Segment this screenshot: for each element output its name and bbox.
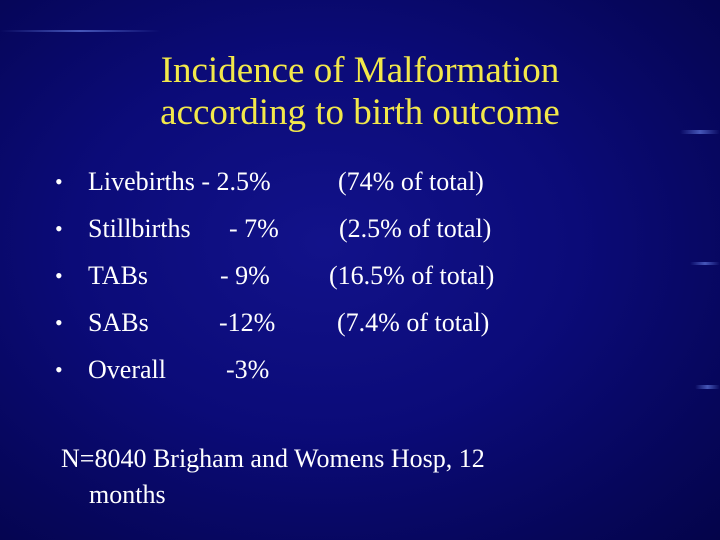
share-of-total: (7.4% of total)	[337, 308, 490, 337]
list-item: • TABs - 9% (16.5% of total)	[55, 258, 675, 305]
decorative-streak	[680, 130, 720, 134]
bullet-icon: •	[55, 263, 63, 288]
list-item: • Livebirths - 2.5% (74% of total)	[55, 164, 675, 211]
bullet-icon: •	[55, 357, 63, 382]
footnote: N=8040 Brigham and Womens Hosp, 12 month…	[61, 441, 641, 513]
bullet-icon: •	[55, 310, 63, 335]
outcome-label: Overall	[88, 355, 166, 384]
decorative-streak	[695, 385, 720, 389]
share-of-total: (16.5% of total)	[329, 261, 495, 290]
footnote-line-2: months	[89, 480, 166, 509]
bullet-icon: •	[55, 169, 63, 194]
malformation-rate: - 7%	[229, 214, 279, 243]
malformation-rate: -12%	[219, 308, 276, 337]
list-item: • SABs -12% (7.4% of total)	[55, 305, 675, 352]
list-item: • Overall -3%	[55, 352, 675, 399]
outcome-label: SABs	[88, 308, 149, 337]
malformation-rate: - 9%	[220, 261, 270, 290]
title-line-2: according to birth outcome	[160, 92, 560, 133]
decorative-streak	[690, 262, 720, 265]
decorative-streak	[0, 30, 160, 32]
bullet-list: • Livebirths - 2.5% (74% of total) • Sti…	[55, 164, 675, 399]
outcome-label: TABs	[88, 261, 149, 290]
bullet-icon: •	[55, 216, 63, 241]
title-line-1: Incidence of Malformation	[160, 50, 560, 91]
outcome-label: Livebirths - 2.5%	[88, 167, 271, 196]
share-of-total: (2.5% of total)	[339, 214, 492, 243]
malformation-rate: -3%	[226, 355, 270, 384]
outcome-label: Stillbirths	[88, 214, 191, 243]
list-item: • Stillbirths - 7% (2.5% of total)	[55, 211, 675, 258]
footnote-line-1: N=8040 Brigham and Womens Hosp, 12	[61, 444, 485, 473]
slide-title: Incidence of Malformation according to b…	[0, 50, 720, 134]
share-of-total: (74% of total)	[338, 167, 484, 196]
